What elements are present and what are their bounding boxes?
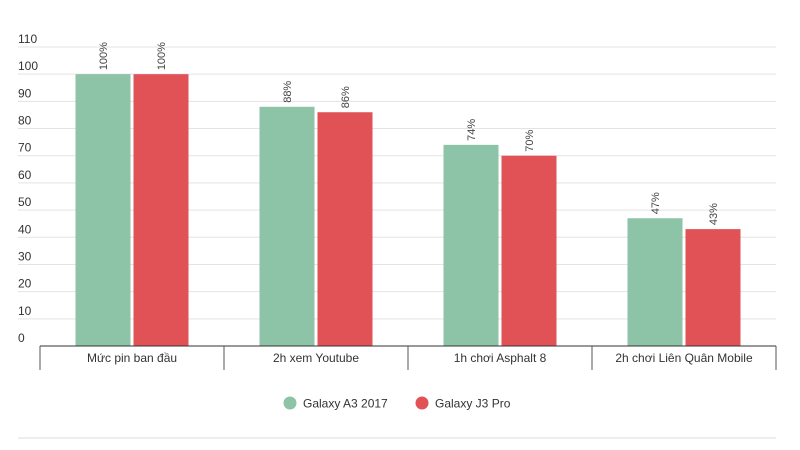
data-label: 70% <box>524 129 536 151</box>
y-tick-label: 80 <box>18 114 32 128</box>
data-label: 88% <box>282 81 294 103</box>
data-labels: 100% 100% 88% 86% 74% 70% 47% 43% <box>98 42 720 225</box>
data-label: 100% <box>156 42 168 70</box>
y-tick-label: 110 <box>18 32 37 46</box>
bars <box>75 74 741 347</box>
data-label: 86% <box>340 86 352 108</box>
legend-swatch <box>283 396 297 410</box>
legend-swatch <box>415 396 429 410</box>
y-tick-label: 50 <box>18 195 32 209</box>
y-axis-ticks: 0 10 20 30 40 50 60 70 80 90 100 110 <box>18 32 38 345</box>
y-tick-label: 30 <box>18 249 32 263</box>
bar-galaxy-a3-2017 <box>443 144 499 346</box>
data-label: 100% <box>98 42 110 70</box>
data-label: 47% <box>650 192 662 214</box>
y-tick-label: 0 <box>18 331 25 345</box>
y-tick-label: 20 <box>18 277 32 291</box>
legend-label: Galaxy J3 Pro <box>435 397 511 411</box>
bar-galaxy-j3-pro <box>317 112 373 347</box>
y-tick-label: 60 <box>18 168 32 182</box>
y-tick-label: 70 <box>18 141 32 155</box>
legend-label: Galaxy A3 2017 <box>303 397 388 411</box>
bar-galaxy-j3-pro <box>501 155 557 346</box>
x-category-label: 2h chơi Liên Quân Mobile <box>615 351 753 365</box>
x-category-label: Mức pin ban đầu <box>87 351 177 365</box>
data-label: 43% <box>708 203 720 225</box>
legend: Galaxy A3 2017 Galaxy J3 Pro <box>283 396 511 411</box>
y-tick-label: 100 <box>18 59 38 73</box>
y-tick-label: 10 <box>18 304 32 318</box>
x-category-label: 1h chơi Asphalt 8 <box>454 351 547 365</box>
bar-galaxy-a3-2017 <box>259 106 315 346</box>
y-tick-label: 90 <box>18 86 32 100</box>
data-label: 74% <box>466 119 478 141</box>
y-tick-label: 40 <box>18 222 32 236</box>
bar-galaxy-a3-2017 <box>75 74 131 346</box>
x-axis: Mức pin ban đầu 2h xem Youtube 1h chơi Asp… <box>39 345 777 370</box>
bar-galaxy-j3-pro <box>685 229 741 346</box>
x-category-label: 2h xem Youtube <box>273 351 359 365</box>
bar-galaxy-j3-pro <box>133 74 189 346</box>
bar-galaxy-a3-2017 <box>627 218 683 346</box>
